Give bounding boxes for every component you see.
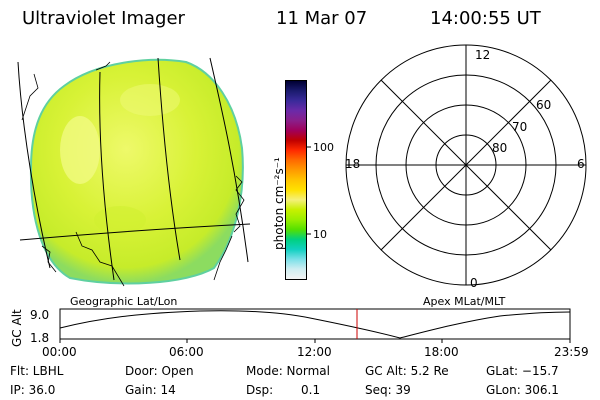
- timeline-left-label: Geographic Lat/Lon: [70, 295, 178, 308]
- colorbar-tick-10: 10: [313, 228, 327, 241]
- info-mode: Mode: Normal: [246, 364, 330, 378]
- time-label: 14:00:55 UT: [430, 8, 541, 29]
- x-tick-0600: 06:00: [169, 345, 204, 359]
- info-glat: GLat: −15.7: [486, 364, 559, 378]
- x-tick-2359: 23:59: [554, 345, 589, 359]
- x-tick-0000: 00:00: [42, 345, 77, 359]
- mlt-label-12: 12: [475, 48, 491, 62]
- info-glon: GLon: 306.1: [486, 383, 559, 397]
- timeline-right-label: Apex MLat/MLT: [423, 295, 506, 308]
- info-door: Door: Open: [125, 364, 194, 378]
- lat-label-80: 80: [492, 141, 508, 155]
- instrument-title: Ultraviolet Imager: [22, 8, 185, 29]
- info-ip: IP: 36.0: [10, 383, 56, 397]
- mlt-label-6: 6: [577, 157, 585, 171]
- mlt-label-0: 0: [470, 276, 478, 290]
- coastlines: [21, 61, 245, 287]
- parallel-line: [19, 223, 251, 241]
- lat-label-60: 60: [536, 98, 552, 112]
- x-tick-1200: 12:00: [297, 345, 332, 359]
- info-flt: Flt: LBHL: [10, 364, 64, 378]
- y-tick-low: 1.8: [30, 331, 50, 345]
- info-seq: Seq: 39: [365, 383, 411, 397]
- info-gcalt: GC Alt: 5.2 Re: [365, 364, 449, 378]
- colorbar-unit-label: photon cm⁻²s⁻¹: [272, 157, 286, 250]
- colorbar-tick-100: 100: [313, 141, 334, 154]
- timeline-axis-label: GC Alt: [10, 309, 24, 347]
- uv-disc: [29, 58, 244, 285]
- lat-label-70: 70: [512, 120, 528, 134]
- colorbar: [285, 80, 307, 280]
- info-dsp-value: 0.1: [301, 383, 321, 397]
- date-label: 11 Mar 07: [276, 8, 368, 29]
- y-tick-high: 9.0: [30, 308, 50, 322]
- info-dsp-label: Dsp:: [246, 383, 274, 397]
- meridian-lines: [17, 57, 249, 281]
- mlt-label-18: 18: [345, 157, 361, 171]
- info-gain: Gain: 14: [125, 383, 176, 397]
- x-tick-1800: 18:00: [424, 345, 459, 359]
